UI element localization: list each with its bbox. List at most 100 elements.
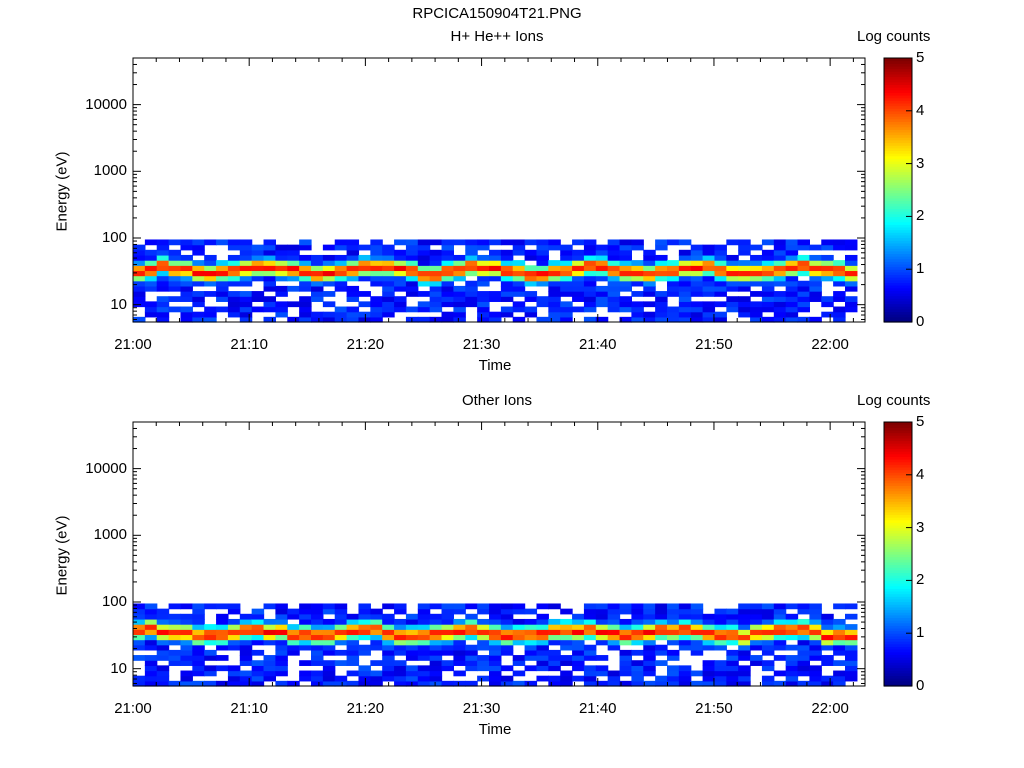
heatmap-cell: [299, 265, 312, 272]
heatmap-cell: [678, 285, 692, 292]
heatmap-cell: [833, 311, 846, 318]
heatmap-cell: [251, 254, 265, 261]
heatmap-cell: [465, 660, 478, 666]
heatmap-cell: [441, 660, 454, 666]
colorbar-segment: [884, 490, 912, 494]
colorbar-segment: [884, 139, 912, 144]
heatmap-cell: [251, 270, 265, 277]
heatmap-cell: [465, 239, 478, 246]
heatmap-cell: [536, 296, 549, 302]
heatmap-cell: [204, 306, 217, 313]
heatmap-cell: [311, 680, 324, 687]
heatmap-cell: [216, 618, 229, 625]
colorbar-segment: [884, 303, 912, 307]
heatmap-cell: [133, 618, 146, 625]
heatmap-cell: [275, 244, 288, 251]
heatmap-cell: [287, 249, 300, 256]
heatmap-cell: [275, 618, 288, 625]
heatmap-cell: [465, 613, 478, 620]
heatmap-cell: [299, 244, 312, 251]
heatmap-cell: [334, 254, 348, 261]
heatmap-cell: [204, 254, 217, 261]
heatmap-cell: [299, 603, 312, 610]
heatmap-cell: [227, 260, 241, 266]
heatmap-cell: [156, 644, 170, 651]
x-tick-label: 21:30: [462, 700, 501, 717]
heatmap-cell: [322, 260, 336, 266]
y-tick-label: 10000: [85, 95, 127, 113]
heatmap-cell: [690, 280, 704, 287]
heatmap-cell: [429, 660, 443, 666]
heatmap-cell: [311, 639, 324, 646]
colorbar-tick-label: 4: [916, 465, 925, 483]
heatmap-cell: [548, 280, 561, 287]
heatmap-cell: [548, 629, 561, 636]
heatmap-cell: [607, 249, 621, 256]
heatmap-cell: [690, 285, 704, 292]
colorbar-segment: [884, 683, 912, 687]
heatmap-cell: [512, 239, 526, 246]
heatmap-cell: [382, 603, 395, 610]
heatmap-cell: [595, 603, 609, 610]
heatmap-cell: [334, 239, 348, 246]
heatmap-cell: [809, 275, 822, 282]
heatmap-cell: [631, 634, 644, 641]
colorbar-segment: [884, 295, 912, 299]
heatmap-cell: [785, 254, 799, 261]
heatmap-cell: [631, 311, 644, 318]
colorbar-segment: [884, 620, 912, 624]
colorbar-segment: [884, 300, 912, 305]
heatmap-cell: [761, 603, 775, 610]
heatmap-cell: [761, 296, 775, 302]
heatmap-cell: [144, 618, 158, 625]
heatmap-cell: [690, 301, 704, 308]
heatmap-cell: [500, 260, 514, 266]
heatmap-cell: [168, 239, 182, 246]
heatmap-cell: [417, 618, 431, 625]
heatmap-cell: [477, 644, 490, 651]
colorbar-tick-label: 0: [916, 677, 925, 694]
heatmap-cell: [595, 291, 609, 297]
heatmap-cell: [429, 629, 443, 636]
heatmap-cell: [192, 665, 205, 672]
heatmap-cell: [643, 254, 656, 261]
heatmap-cell: [595, 680, 609, 687]
heatmap-cell: [334, 613, 348, 620]
heatmap-cell: [773, 280, 787, 287]
heatmap-cell: [382, 624, 395, 630]
heatmap-cell: [394, 639, 407, 646]
heatmap-cell: [133, 675, 146, 682]
heatmap-cell: [370, 675, 383, 682]
heatmap-cell: [560, 285, 573, 292]
heatmap-cell: [750, 306, 763, 313]
heatmap-cell: [429, 260, 443, 266]
heatmap-cell: [536, 675, 549, 682]
heatmap-cell: [833, 644, 846, 651]
heatmap-cell: [773, 603, 787, 610]
heatmap-cell: [667, 603, 680, 610]
heatmap-cell: [500, 675, 514, 682]
heatmap-cell: [144, 655, 158, 661]
heatmap-cell: [821, 644, 834, 651]
heatmap-cell: [536, 660, 549, 666]
colorbar-segment: [884, 445, 912, 449]
colorbar-segment: [884, 124, 912, 128]
heatmap-cell: [560, 675, 573, 682]
heatmap-cell: [477, 265, 490, 272]
colorbar-tick-label: 0: [916, 313, 925, 330]
heatmap-cell: [809, 634, 822, 641]
heatmap-cell: [489, 270, 502, 277]
heatmap-cell: [821, 270, 834, 277]
heatmap-cell: [382, 613, 395, 620]
colorbar-segment: [884, 567, 912, 571]
heatmap-cell: [548, 603, 561, 610]
colorbar-segment: [884, 200, 912, 204]
heatmap-cell: [394, 680, 407, 687]
heatmap-cell: [156, 270, 170, 277]
heatmap-cell: [536, 254, 549, 261]
heatmap-cell: [714, 291, 727, 297]
colorbar-segment: [884, 145, 912, 149]
colorbar-tick-label: 1: [916, 624, 925, 642]
heatmap-cell: [133, 291, 146, 297]
heatmap-cell: [809, 280, 822, 287]
